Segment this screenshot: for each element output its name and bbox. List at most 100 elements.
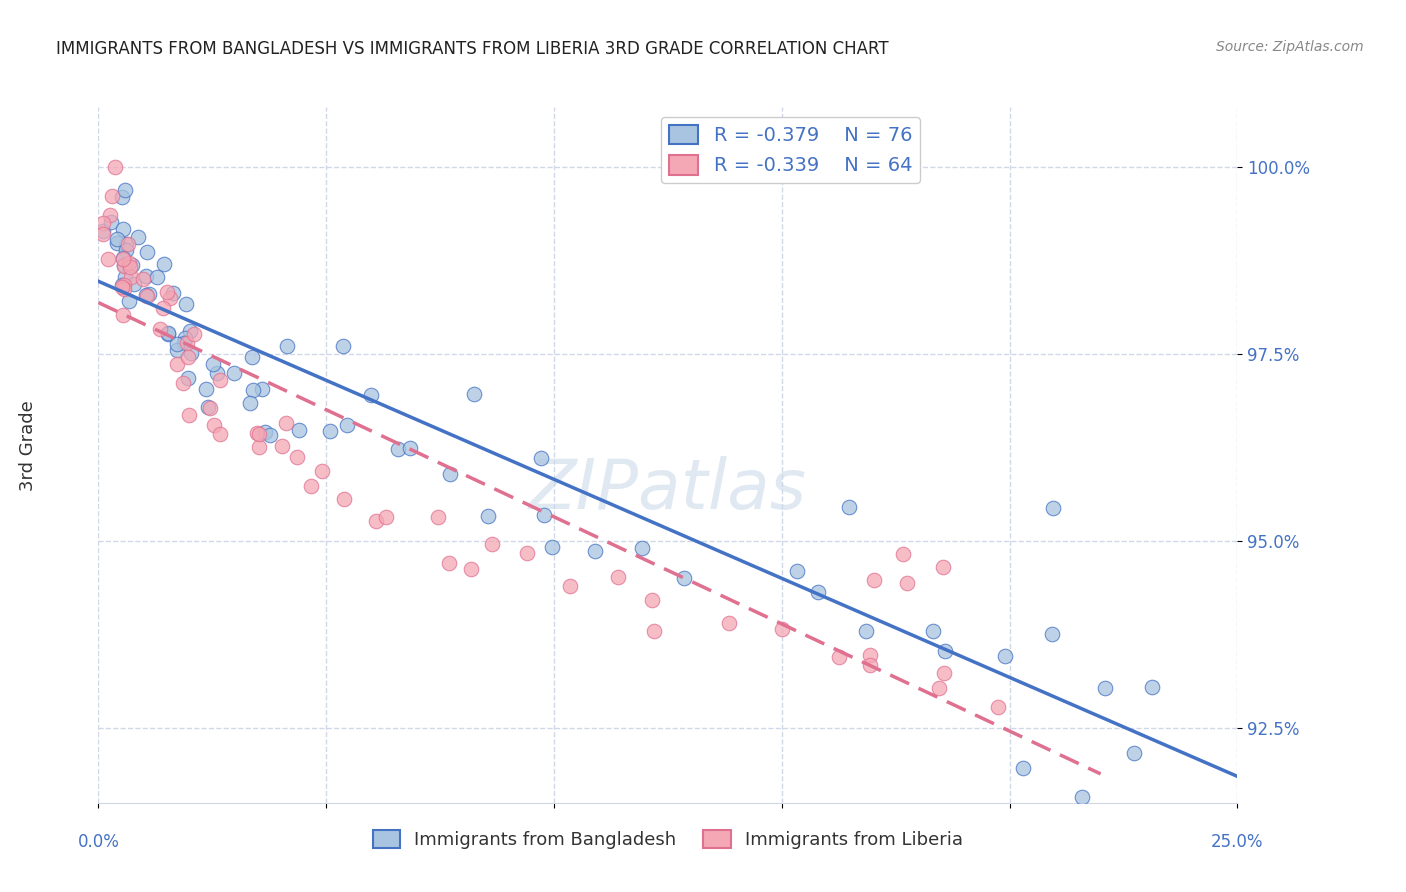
Point (460, 562, 482, 576)
Point (156, 285, 179, 300)
Point (786, 564, 808, 578)
Point (208, 427, 231, 442)
Point (863, 573, 886, 587)
Point (271, 439, 294, 453)
Point (672, 571, 695, 585)
Point (197, 400, 219, 414)
Text: 0.0%: 0.0% (77, 833, 120, 851)
Point (631, 541, 654, 556)
Point (205, 366, 228, 380)
Point (134, 269, 156, 284)
Point (247, 440, 270, 454)
Point (240, 351, 263, 365)
Point (114, 243, 136, 257)
Point (120, 270, 142, 285)
Point (135, 245, 157, 260)
Point (332, 339, 354, 353)
Point (149, 321, 172, 335)
Point (157, 327, 180, 342)
Point (183, 326, 205, 341)
Point (97, 252, 120, 267)
Point (194, 382, 217, 396)
Point (319, 424, 342, 438)
Point (530, 451, 553, 466)
Point (1042, 500, 1064, 515)
Point (117, 236, 139, 251)
Point (101, 188, 124, 202)
Point (336, 417, 359, 432)
Point (932, 560, 955, 574)
Point (91, 227, 114, 241)
Point (891, 547, 914, 561)
Point (166, 358, 188, 372)
Point (239, 396, 262, 410)
Point (276, 339, 298, 353)
Point (105, 232, 128, 246)
Point (1040, 627, 1063, 641)
Point (541, 540, 564, 554)
Point (138, 287, 160, 301)
Point (114, 270, 136, 285)
Point (91, 224, 114, 238)
Point (112, 251, 135, 265)
Point (1142, 681, 1164, 695)
Point (145, 270, 167, 285)
Point (224, 366, 246, 380)
Point (202, 417, 225, 432)
Point (118, 293, 141, 308)
Point (921, 624, 943, 639)
Point (166, 337, 188, 351)
Point (311, 464, 333, 478)
Point (166, 343, 188, 357)
Point (112, 282, 135, 296)
Point (427, 510, 450, 524)
Point (934, 644, 956, 658)
Point (288, 423, 311, 437)
Point (179, 324, 201, 338)
Point (838, 500, 860, 514)
Point (896, 576, 918, 591)
Point (859, 648, 882, 662)
Point (299, 478, 322, 492)
Text: IMMIGRANTS FROM BANGLADESH VS IMMIGRANTS FROM LIBERIA 3RD GRADE CORRELATION CHAR: IMMIGRANTS FROM BANGLADESH VS IMMIGRANTS… (56, 40, 889, 58)
Point (120, 260, 142, 275)
Point (387, 442, 409, 457)
Point (198, 401, 221, 415)
Point (91, 216, 114, 230)
Point (583, 544, 606, 558)
Point (247, 427, 270, 442)
Point (828, 650, 851, 665)
Point (112, 277, 135, 292)
Point (112, 259, 135, 273)
Point (859, 657, 882, 672)
Point (110, 277, 132, 292)
Point (274, 416, 297, 430)
Point (114, 236, 136, 251)
Point (987, 700, 1010, 714)
Point (807, 585, 830, 599)
Point (208, 373, 231, 387)
Point (246, 426, 269, 441)
Point (252, 382, 274, 396)
Point (1094, 681, 1116, 696)
Point (180, 346, 202, 360)
Point (173, 336, 195, 351)
Point (333, 491, 356, 506)
Point (399, 441, 422, 455)
Point (172, 376, 194, 390)
Point (136, 289, 159, 303)
Point (135, 288, 157, 302)
Point (98, 209, 121, 223)
Point (111, 222, 134, 236)
Point (100, 215, 122, 229)
Point (770, 622, 793, 636)
Point (159, 291, 181, 305)
Point (932, 665, 955, 680)
Point (993, 649, 1015, 664)
Point (156, 326, 179, 340)
Point (717, 616, 740, 631)
Point (153, 257, 176, 271)
Point (127, 229, 149, 244)
Text: 3rd Grade: 3rd Grade (20, 401, 37, 491)
Point (439, 467, 461, 481)
